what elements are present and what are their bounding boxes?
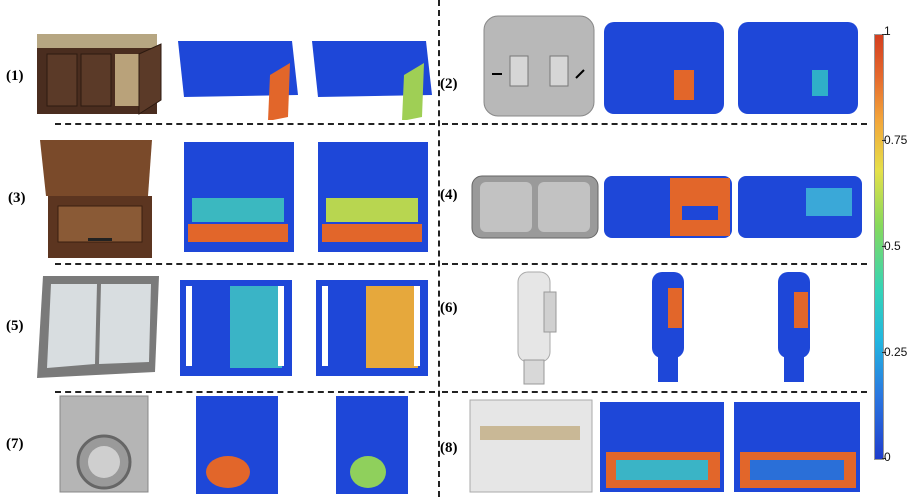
row-divider-1-left — [55, 123, 435, 125]
nightstand-render — [40, 140, 152, 258]
row-divider-3-left — [55, 391, 435, 393]
washing-machine-heatmap-2 — [336, 396, 408, 494]
row-divider-1-right — [442, 123, 867, 125]
box-heatmap-2 — [734, 402, 860, 492]
washing-machine-heatmap-1 — [196, 396, 278, 494]
colorbar-tick-0: 0 — [884, 450, 891, 464]
switch-heatmap-2 — [738, 22, 858, 114]
box-render — [469, 399, 593, 493]
bottle-heatmap-1 — [652, 272, 684, 382]
box-heatmap-1 — [600, 402, 724, 492]
window-heatmap-1 — [180, 280, 292, 376]
switch-render — [483, 15, 595, 117]
cabinet-heatmap-1 — [178, 41, 298, 120]
switch-heatmap-1 — [604, 22, 724, 114]
double-switch-heatmap-1 — [604, 176, 732, 238]
colorbar-tick-1: 1 — [884, 24, 891, 38]
cabinet-heatmap-2 — [312, 41, 432, 120]
panel-label-5: (5) — [6, 318, 24, 334]
colorbar-tick-075: 0.75 — [884, 133, 908, 147]
bottle-heatmap-2 — [778, 272, 810, 382]
double-switch-heatmap-2 — [738, 176, 862, 238]
panel-label-6: (6) — [440, 300, 458, 316]
bottle-render — [517, 271, 557, 385]
panel-label-7: (7) — [6, 436, 24, 452]
row-divider-3-right — [442, 391, 867, 393]
panel-label-8: (8) — [440, 440, 458, 456]
colorbar — [874, 34, 884, 460]
double-switch-render — [471, 175, 599, 239]
colorbar-tick-05: 0.5 — [884, 239, 901, 253]
nightstand-heatmap-2 — [318, 142, 428, 252]
nightstand-heatmap-1 — [184, 142, 294, 252]
window-render — [37, 276, 159, 378]
panel-label-2: (2) — [440, 76, 458, 92]
panel-label-1: (1) — [6, 68, 24, 84]
vertical-divider — [438, 0, 440, 497]
row-divider-2-right — [442, 263, 867, 265]
washing-machine-render — [59, 395, 149, 493]
panel-label-3: (3) — [8, 190, 26, 206]
window-heatmap-2 — [316, 280, 428, 376]
cabinet-render — [37, 34, 162, 115]
colorbar-tick-025: 0.25 — [884, 345, 908, 359]
panel-label-4: (4) — [440, 187, 458, 203]
row-divider-2-left — [55, 263, 435, 265]
